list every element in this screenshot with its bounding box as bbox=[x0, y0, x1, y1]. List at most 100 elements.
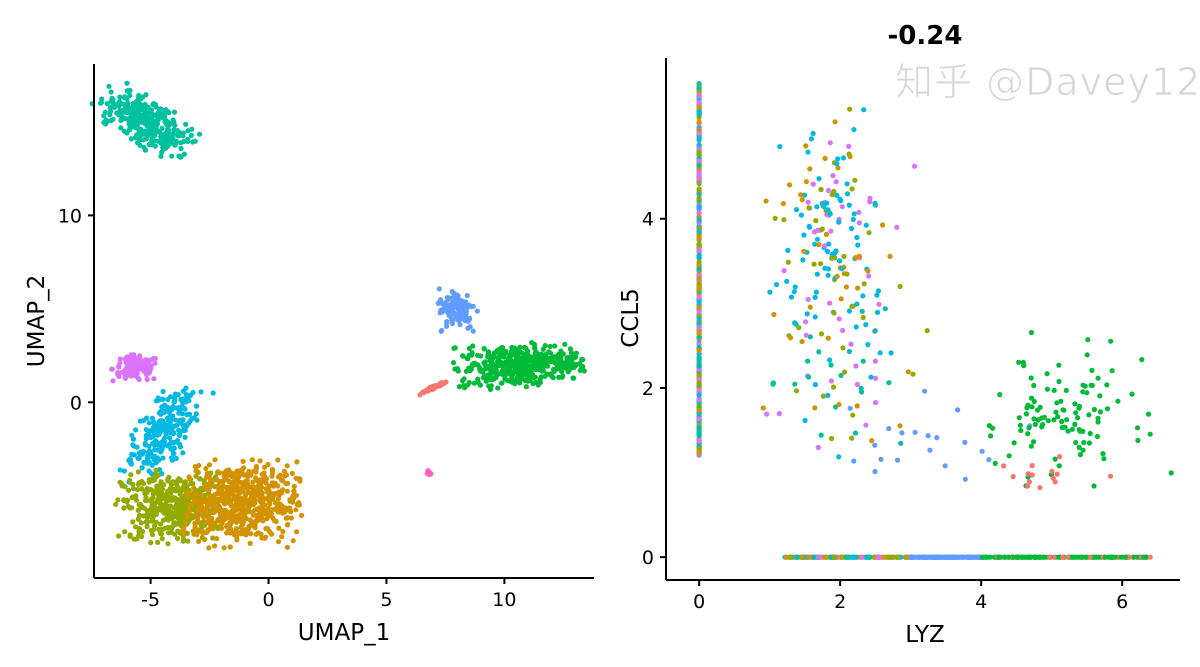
umap-point bbox=[284, 463, 290, 469]
umap-point bbox=[439, 327, 445, 334]
lyz-ccl5-point bbox=[805, 358, 811, 364]
umap-point bbox=[121, 368, 128, 374]
umap-point bbox=[176, 432, 182, 438]
lyz-ccl5-point bbox=[937, 554, 943, 560]
umap-point bbox=[139, 451, 145, 457]
umap-point bbox=[133, 427, 139, 433]
umap-point bbox=[269, 467, 275, 473]
lyz-ccl5-point bbox=[1097, 393, 1103, 399]
lyz-ccl5-point bbox=[813, 289, 820, 295]
lyz-ccl5-point bbox=[1030, 439, 1037, 445]
umap-point bbox=[114, 110, 120, 116]
lyz-ccl5-point bbox=[1129, 391, 1135, 397]
umap-point bbox=[224, 530, 230, 536]
umap-point bbox=[174, 500, 180, 506]
umap-point bbox=[299, 512, 305, 519]
lyz-ccl5-point bbox=[1038, 554, 1044, 560]
umap-point bbox=[135, 469, 141, 475]
umap-point bbox=[178, 420, 184, 426]
umap-point bbox=[113, 501, 119, 507]
umap-point bbox=[122, 94, 128, 100]
lyz-ccl5-point bbox=[784, 554, 790, 560]
umap-point bbox=[262, 502, 268, 508]
lyz-ccl5-point bbox=[876, 554, 883, 560]
umap-point bbox=[125, 100, 131, 106]
lyz-ccl5-point bbox=[829, 435, 835, 442]
lyz-ccl5-point bbox=[1089, 367, 1095, 373]
umap-point bbox=[238, 488, 244, 494]
lyz-ccl5-point bbox=[868, 374, 874, 380]
umap-point bbox=[166, 408, 172, 414]
lyz-ccl5-point bbox=[831, 310, 837, 316]
umap-point bbox=[457, 322, 463, 328]
umap-point bbox=[167, 429, 174, 436]
umap-point bbox=[443, 302, 449, 309]
umap-point bbox=[498, 352, 505, 358]
lyz-ccl5-point bbox=[1037, 485, 1043, 491]
lyz-ccl5-point bbox=[840, 155, 847, 161]
umap-point bbox=[244, 501, 250, 507]
lyz-ccl5-point bbox=[1076, 444, 1082, 450]
umap-point bbox=[450, 317, 456, 323]
lyz-ccl5-point bbox=[696, 210, 702, 216]
lyz-ccl5-point bbox=[861, 107, 867, 113]
umap-point bbox=[558, 367, 564, 373]
umap-point bbox=[127, 477, 133, 483]
lyz-ccl5-point bbox=[867, 554, 873, 560]
umap-point bbox=[136, 376, 142, 383]
umap-point bbox=[171, 399, 177, 405]
umap-point bbox=[287, 498, 293, 504]
lyz-ccl5-point bbox=[696, 195, 702, 201]
lyz-ccl5-point bbox=[1091, 483, 1097, 489]
umap-point bbox=[456, 384, 462, 390]
lyz-ccl5-point bbox=[795, 554, 801, 560]
umap-point bbox=[222, 491, 228, 497]
umap-point bbox=[283, 481, 289, 487]
lyz-ccl5-point bbox=[801, 192, 808, 198]
umap-point bbox=[126, 118, 132, 124]
lyz-ccl5-point bbox=[776, 411, 783, 417]
umap-point bbox=[266, 507, 272, 513]
lyz-ccl5-point bbox=[872, 468, 878, 475]
umap-point bbox=[499, 380, 505, 386]
umap-point bbox=[493, 367, 499, 373]
umap-point bbox=[228, 500, 234, 506]
umap-point bbox=[144, 415, 150, 421]
lyz-ccl5-point bbox=[1039, 415, 1045, 421]
lyz-ccl5-point bbox=[1073, 439, 1079, 446]
umap-point bbox=[521, 371, 527, 378]
umap-point bbox=[259, 471, 265, 477]
lyz-ccl5-point bbox=[696, 276, 702, 282]
umap-point bbox=[107, 112, 113, 118]
umap-point bbox=[529, 367, 535, 373]
lyz-ccl5-y-tick-label: 2 bbox=[642, 378, 654, 400]
lyz-ccl5-point bbox=[816, 176, 822, 182]
umap-point bbox=[159, 425, 166, 431]
lyz-ccl5-point bbox=[1027, 554, 1033, 560]
lyz-ccl5-point bbox=[876, 301, 882, 307]
umap-point bbox=[171, 109, 178, 115]
umap-point bbox=[569, 353, 575, 359]
umap-point bbox=[275, 508, 281, 514]
lyz-ccl5-point bbox=[855, 285, 861, 291]
umap-point bbox=[181, 427, 187, 433]
umap-point bbox=[141, 513, 147, 519]
umap-point bbox=[454, 303, 460, 310]
umap-point bbox=[191, 485, 197, 491]
umap-point bbox=[238, 531, 244, 537]
umap-point bbox=[159, 111, 165, 117]
lyz-ccl5-y-tick-label: 4 bbox=[642, 209, 654, 231]
lyz-ccl5-point bbox=[696, 93, 702, 99]
umap-point bbox=[228, 520, 234, 527]
umap-point bbox=[501, 363, 507, 369]
umap-point bbox=[142, 117, 148, 123]
umap-point bbox=[144, 490, 150, 496]
lyz-ccl5-point bbox=[992, 460, 998, 466]
lyz-ccl5-point bbox=[1051, 417, 1057, 423]
umap-point bbox=[201, 536, 207, 543]
lyz-ccl5-point bbox=[866, 230, 872, 236]
lyz-ccl5-point bbox=[1028, 375, 1034, 381]
lyz-ccl5-point bbox=[982, 554, 989, 560]
umap-point bbox=[143, 357, 149, 363]
lyz-ccl5-point bbox=[910, 371, 916, 377]
